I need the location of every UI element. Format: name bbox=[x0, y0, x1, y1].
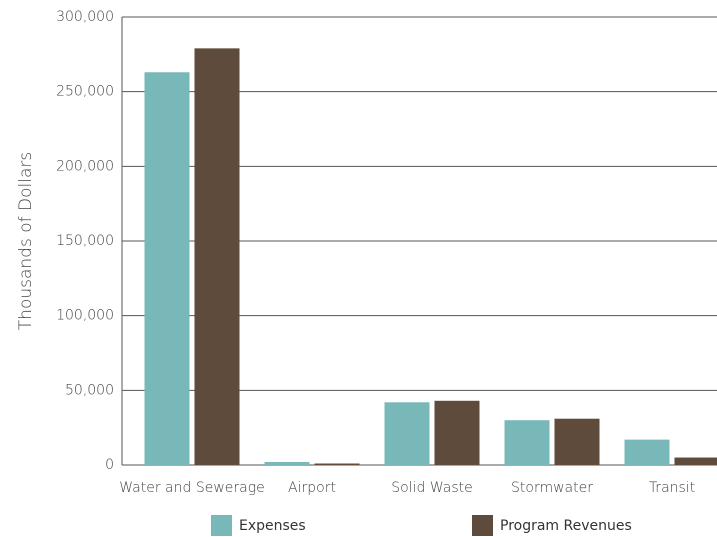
y-tick-label: 50,000 bbox=[65, 382, 114, 398]
legend-label: Program Revenues bbox=[500, 518, 632, 534]
bar bbox=[384, 402, 430, 465]
bar bbox=[194, 48, 240, 466]
y-tick-label: 200,000 bbox=[56, 158, 114, 174]
x-tick-label: Solid Waste bbox=[391, 480, 473, 496]
bar bbox=[434, 400, 480, 465]
legend-swatch bbox=[472, 515, 493, 536]
legend-swatch bbox=[211, 515, 232, 536]
y-axis-label: Thousands of Dollars bbox=[16, 152, 36, 330]
y-tick-label: 250,000 bbox=[56, 84, 114, 100]
x-tick-label: Airport bbox=[288, 480, 336, 496]
bar bbox=[264, 462, 310, 465]
x-tick-label: Transit bbox=[649, 480, 695, 496]
y-tick-label: 100,000 bbox=[56, 308, 114, 324]
y-tick-label: 300,000 bbox=[56, 9, 114, 25]
bar bbox=[674, 457, 717, 465]
y-tick-label: 150,000 bbox=[56, 233, 114, 249]
x-tick-label: Water and Sewerage bbox=[119, 480, 265, 496]
bar bbox=[314, 463, 360, 465]
bar bbox=[144, 72, 190, 466]
bar bbox=[624, 439, 670, 465]
x-tick-label: Stormwater bbox=[511, 480, 593, 496]
bar bbox=[554, 418, 600, 465]
legend-label: Expenses bbox=[239, 518, 306, 534]
y-tick-label: 0 bbox=[105, 457, 114, 473]
bar bbox=[504, 420, 550, 465]
